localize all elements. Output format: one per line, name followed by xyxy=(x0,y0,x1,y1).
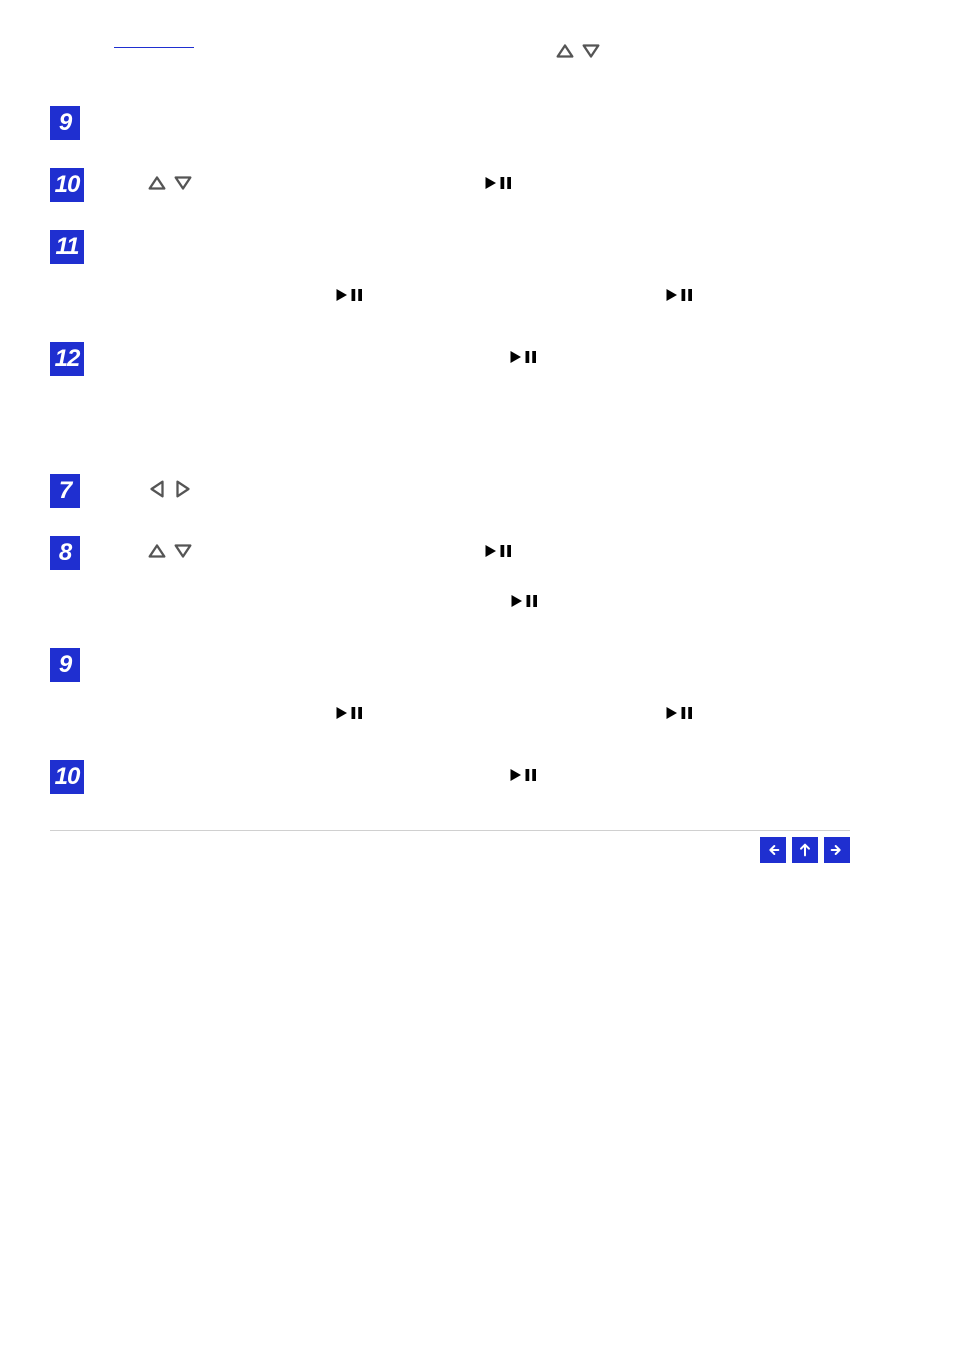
play-pause-icon[interactable] xyxy=(484,540,514,562)
step-row-7: 7 xyxy=(50,474,850,510)
step-number-7: 7 xyxy=(50,474,80,508)
triangle-down-icon xyxy=(172,540,194,562)
step-row-10b: 10 xyxy=(50,760,850,796)
step-row-11: 11 xyxy=(50,230,850,266)
triangle-left-icon xyxy=(146,478,168,500)
up-down-control[interactable] xyxy=(146,540,194,562)
nav-next-button[interactable] xyxy=(824,837,850,863)
step-row-9b: 9 xyxy=(50,648,850,684)
step-number-9: 9 xyxy=(50,106,80,140)
play-pause-icon[interactable] xyxy=(335,284,365,306)
play-pause-icon[interactable] xyxy=(335,702,365,724)
triangle-up-icon xyxy=(554,40,576,62)
step-number-11: 11 xyxy=(50,230,84,264)
playpause-only-row xyxy=(50,590,850,626)
nav-up-button[interactable] xyxy=(792,837,818,863)
double-playpause-row xyxy=(50,284,850,320)
step-row-9: 9 xyxy=(50,106,850,142)
row-link-control xyxy=(50,40,850,76)
up-down-control[interactable] xyxy=(146,172,194,194)
section-divider-gap xyxy=(50,404,850,474)
play-pause-icon[interactable] xyxy=(510,590,540,612)
triangle-down-icon xyxy=(580,40,602,62)
play-pause-icon[interactable] xyxy=(509,764,539,786)
step-row-12: 12 xyxy=(50,342,850,378)
play-pause-icon[interactable] xyxy=(665,702,695,724)
content-column: 9 10 11 xyxy=(50,40,850,863)
page-root: 9 10 11 xyxy=(0,0,954,1351)
step-number-8: 8 xyxy=(50,536,80,570)
play-pause-icon[interactable] xyxy=(665,284,695,306)
step-number-12: 12 xyxy=(50,342,84,376)
page-nav-footer xyxy=(50,830,850,863)
left-right-control[interactable] xyxy=(146,478,194,500)
play-pause-icon[interactable] xyxy=(484,172,514,194)
triangle-up-icon xyxy=(146,540,168,562)
step-row-8: 8 xyxy=(50,536,850,572)
step-row-10: 10 xyxy=(50,168,850,204)
option-link[interactable] xyxy=(114,47,194,48)
nav-prev-button[interactable] xyxy=(760,837,786,863)
step-number-9b: 9 xyxy=(50,648,80,682)
triangle-up-icon xyxy=(146,172,168,194)
step-number-10: 10 xyxy=(50,168,84,202)
step-number-10b: 10 xyxy=(50,760,84,794)
triangle-down-icon xyxy=(172,172,194,194)
up-down-control[interactable] xyxy=(554,40,602,62)
play-pause-icon[interactable] xyxy=(509,346,539,368)
double-playpause-row-b xyxy=(50,702,850,738)
triangle-right-icon xyxy=(172,478,194,500)
